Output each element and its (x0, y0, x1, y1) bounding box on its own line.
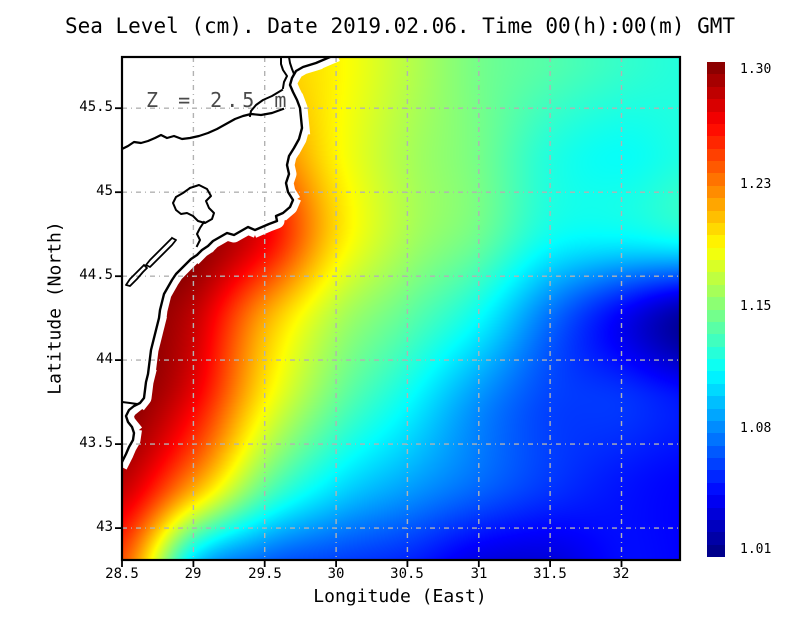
colorbar-segment (707, 507, 725, 520)
colorbar-segment (707, 136, 725, 149)
colorbar-segment (707, 123, 725, 137)
plot-frame (120, 55, 682, 562)
x-tick-label: 28.5 (105, 566, 139, 582)
graticule-gridlines (122, 57, 680, 560)
x-tick-label: 31 (470, 566, 488, 582)
y-tick-label: 44.5 (79, 267, 113, 283)
colorbar-segment (707, 99, 725, 112)
coastline (122, 57, 332, 464)
colorbar-tick-label: 1.01 (740, 542, 772, 557)
colorbar-segment (707, 148, 725, 161)
colorbar-segment (707, 161, 725, 174)
colorbar-segment (707, 359, 725, 372)
y-tick-label: 43 (96, 519, 113, 535)
colorbar-segment (707, 173, 725, 186)
x-tick-label: 29 (184, 566, 202, 582)
x-axis-label: Longitude (East) (313, 586, 487, 607)
y-axis-label: Latitude (North) (44, 221, 66, 395)
colorbar-segment (707, 235, 725, 248)
colorbar-segment (707, 458, 725, 471)
depth-annotation: Z = 2.5 m (146, 88, 291, 112)
x-tick-label: 29.5 (248, 566, 282, 582)
x-tick-label: 30.5 (390, 566, 424, 582)
colorbar-tick-label: 1.30 (740, 62, 772, 77)
y-tick-label: 44 (96, 351, 113, 367)
colorbar-segment (707, 383, 725, 397)
colorbar-segment (707, 272, 725, 285)
colorbar-segment (707, 544, 725, 557)
map-layers (122, 57, 680, 560)
colorbar-segment (707, 247, 725, 260)
y-tick-label: 45.5 (79, 99, 113, 115)
colorbar-segment (707, 86, 725, 100)
colorbar-tick-label: 1.15 (740, 299, 772, 314)
colorbar-segment (707, 445, 725, 458)
colorbar-segment (707, 210, 725, 223)
colorbar-segment (707, 62, 725, 75)
colorbar-tick-label: 1.23 (740, 177, 772, 192)
colorbar-segment (707, 74, 725, 87)
y-tick-label: 43.5 (79, 435, 113, 451)
colorbar-segment (707, 495, 725, 508)
colorbar-segment (707, 470, 725, 483)
colorbar-segment (707, 222, 725, 236)
colorbar-segment (707, 408, 725, 421)
x-tick-label: 32 (612, 566, 630, 582)
colorbar-segment (707, 371, 725, 384)
axis-tick-marks (115, 107, 623, 567)
colorbar-segment (707, 260, 725, 273)
colorbar-segment (707, 321, 725, 335)
x-tick-label: 31.5 (533, 566, 567, 582)
land-polygon (122, 57, 330, 462)
chart-title: Sea Level (cm). Date 2019.02.06. Time 00… (64, 14, 736, 38)
colorbar-segment (707, 482, 725, 496)
colorbar (707, 62, 725, 557)
colorbar-segment (707, 396, 725, 409)
y-tick-label: 45 (96, 183, 113, 199)
colorbar-segment (707, 198, 725, 211)
colorbar-segment (707, 111, 725, 124)
colorbar-tick-label: 1.08 (740, 421, 772, 436)
colorbar-segment (707, 433, 725, 446)
colorbar-segment (707, 532, 725, 545)
colorbar-segment (707, 185, 725, 199)
colorbar-segment (707, 309, 725, 322)
colorbar-segment (707, 420, 725, 434)
colorbar-segment (707, 334, 725, 347)
colorbar-segment (707, 346, 725, 359)
colorbar-segment (707, 284, 725, 298)
colorbar-segment (707, 297, 725, 310)
colorbar-segment (707, 519, 725, 533)
x-tick-label: 30 (327, 566, 345, 582)
